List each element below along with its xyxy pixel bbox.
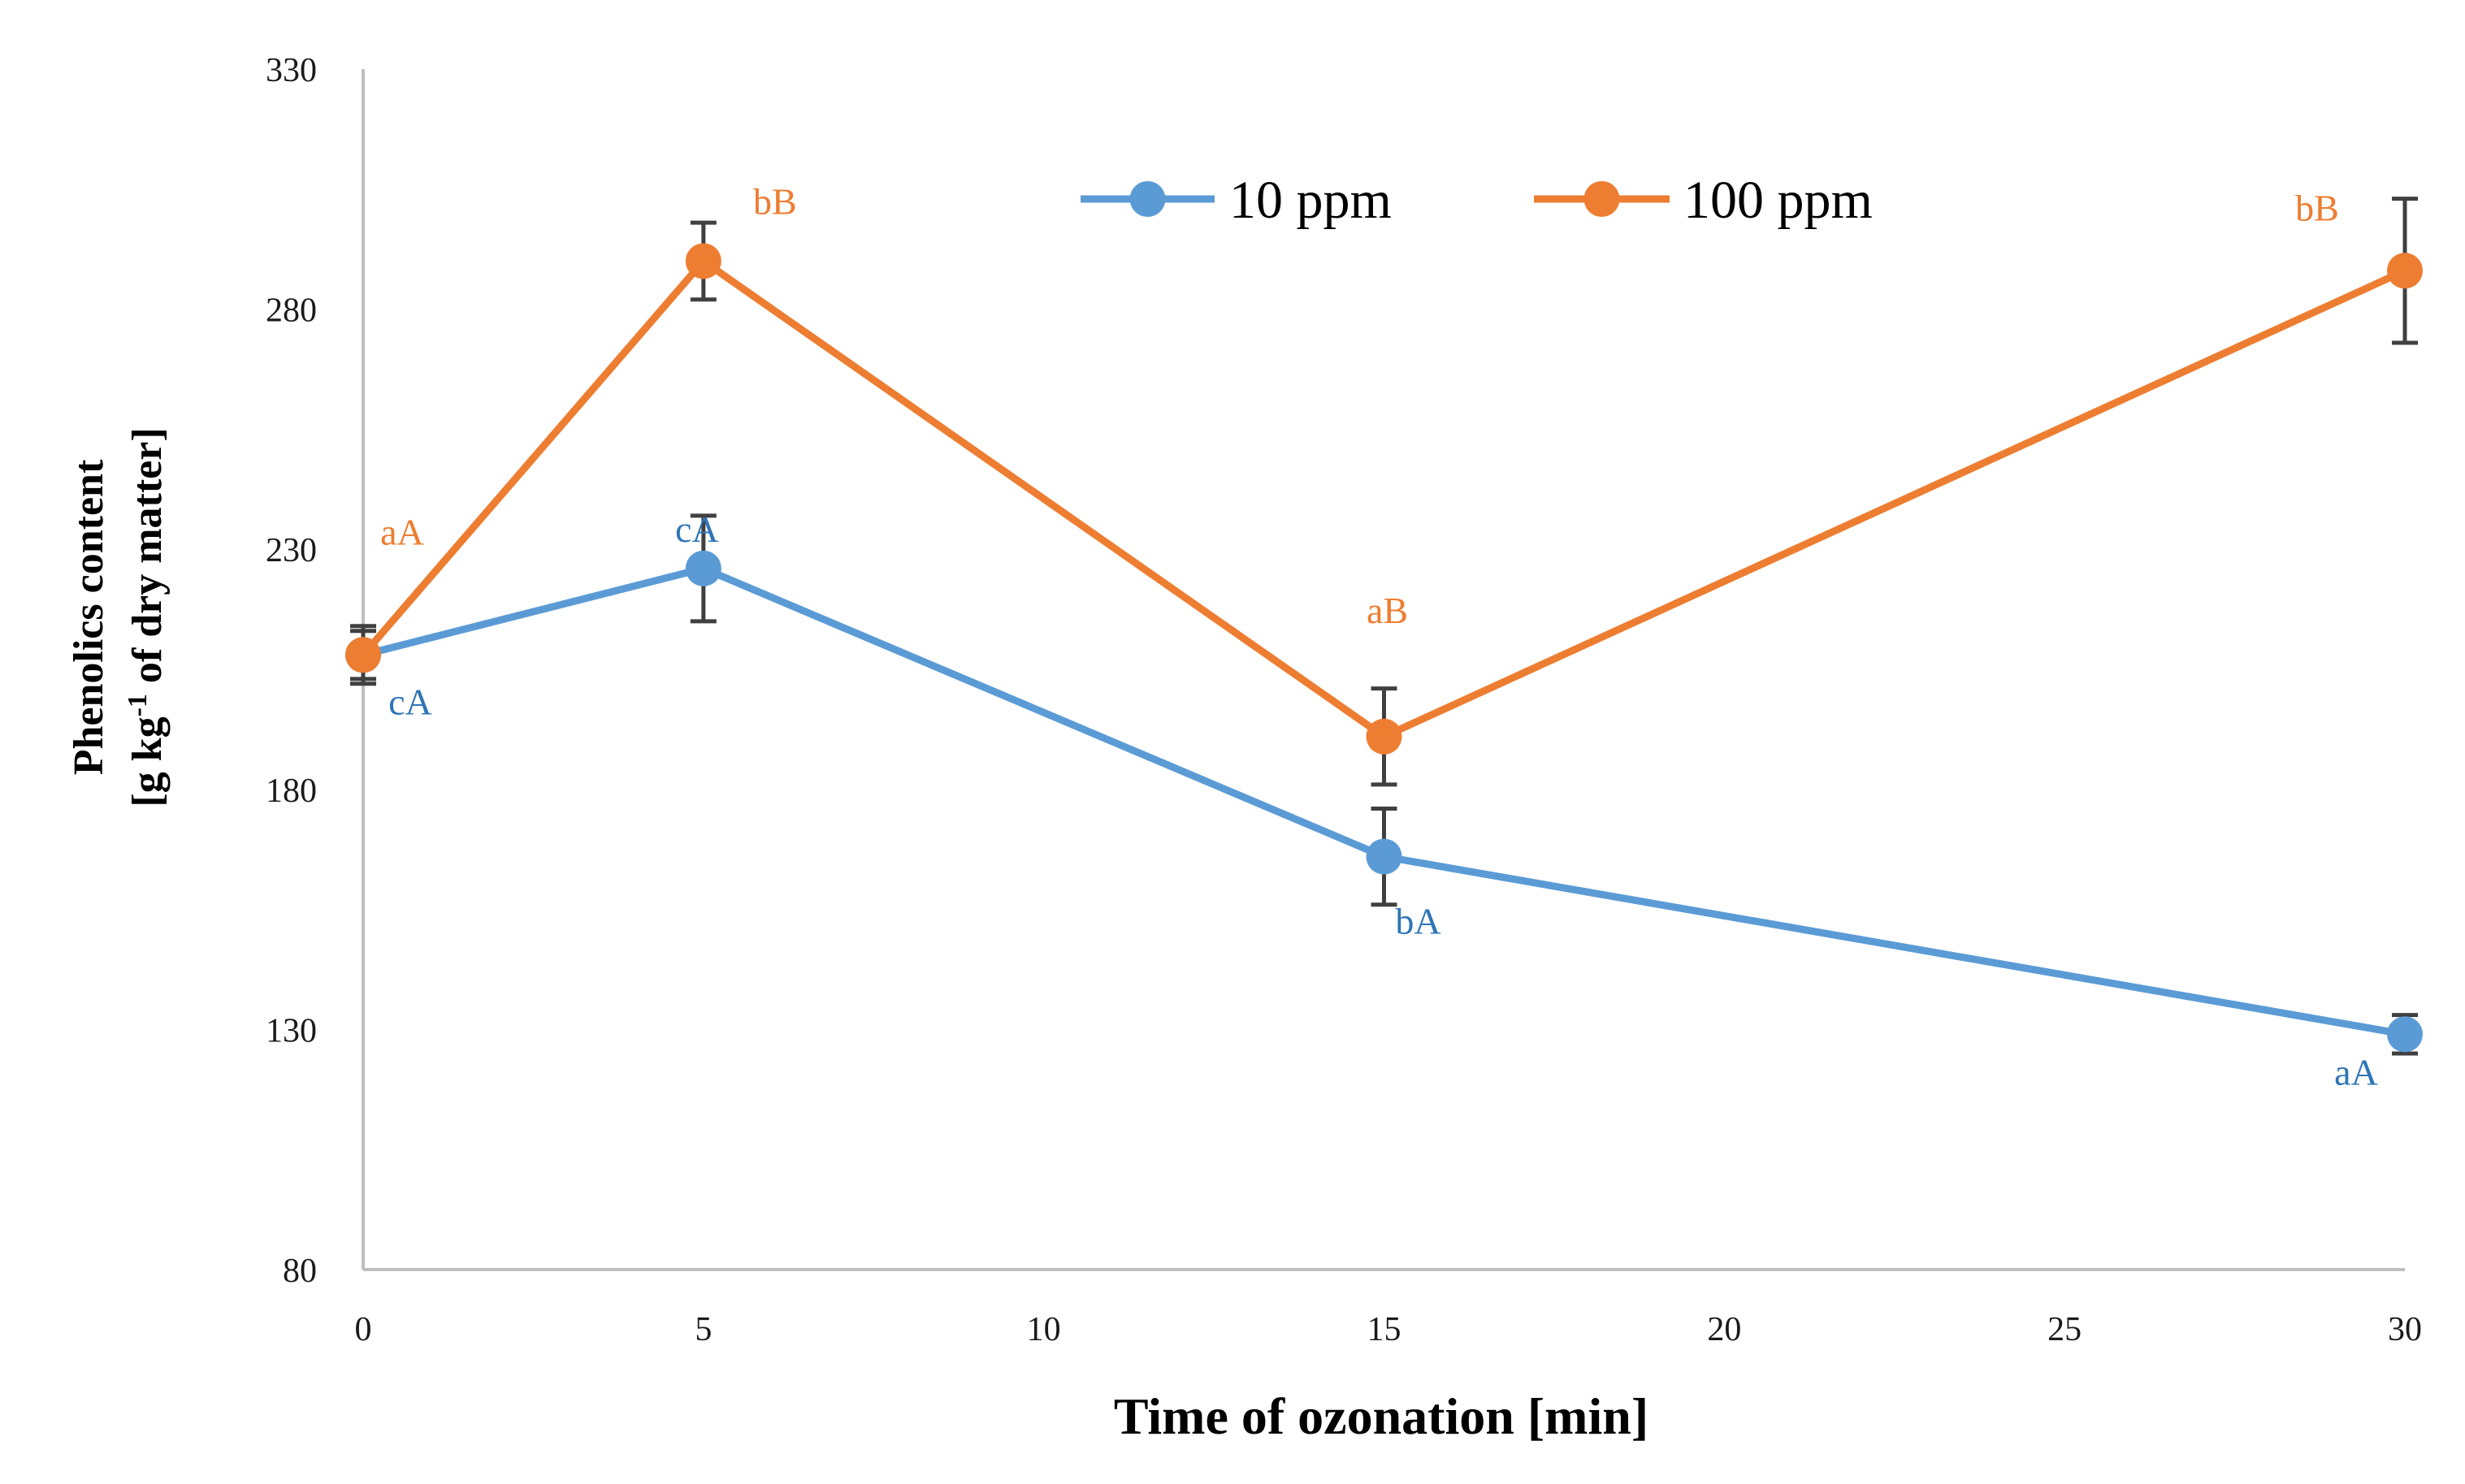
data-point: [1366, 838, 1402, 875]
point-annotation: cA: [388, 681, 432, 722]
legend-item: 100 ppm: [1534, 171, 1873, 230]
point-annotation: bA: [1395, 901, 1440, 942]
series: cA cA bA aA aA bB aB bB: [345, 180, 2423, 1092]
series-line: [362, 565, 2406, 1038]
y-tick-label: 180: [266, 772, 317, 810]
legend-label: 10 ppm: [1229, 171, 1392, 230]
point-annotation: aA: [2334, 1051, 2378, 1092]
x-tick-labels: 0 5 10 15 20 25 30: [355, 1311, 2423, 1348]
y-tick-label: 230: [266, 532, 317, 569]
axes: [362, 69, 2405, 1271]
x-tick-label: 15: [1367, 1311, 1401, 1348]
y-tick-label: 130: [266, 1012, 317, 1049]
legend: 10 ppm 100 ppm: [1081, 171, 1873, 230]
legend-swatch-marker: [1583, 181, 1620, 217]
data-point: [685, 550, 721, 586]
series-line: [360, 257, 2407, 741]
data-point: [1366, 718, 1402, 755]
y-axis-title-sup: -1: [123, 694, 153, 716]
y-tick-label: 80: [283, 1253, 317, 1290]
point-annotation: aA: [380, 511, 424, 552]
data-point: [345, 637, 381, 673]
x-tick-label: 5: [695, 1311, 712, 1348]
point-annotation: aB: [1367, 590, 1408, 631]
x-tick-label: 10: [1027, 1311, 1061, 1348]
legend-item: 10 ppm: [1081, 171, 1392, 230]
y-axis-title-line1: Phenolics content: [66, 459, 112, 775]
y-tick-labels: 80 130 180 230 280 330: [266, 52, 317, 1290]
legend-label: 100 ppm: [1683, 171, 1873, 230]
x-tick-label: 30: [2388, 1311, 2422, 1348]
point-annotation: bB: [2295, 187, 2339, 228]
x-tick-label: 0: [355, 1311, 372, 1348]
y-tick-label: 280: [266, 292, 317, 330]
data-point: [2387, 1016, 2423, 1053]
point-annotation: bB: [753, 180, 797, 222]
x-tick-label: 20: [1707, 1311, 1741, 1348]
y-axis-title-line2: [g kg-1 of dry matter]: [123, 427, 171, 807]
y-tick-label: 330: [266, 52, 317, 89]
point-annotation: cA: [675, 508, 719, 550]
data-point: [685, 243, 721, 279]
y-axis-title-post: of dry matter]: [124, 427, 171, 694]
data-point: [2387, 253, 2423, 289]
y-axis-title-pre: [g kg: [124, 716, 171, 807]
legend-swatch-marker: [1129, 181, 1166, 217]
x-tick-label: 25: [2047, 1311, 2082, 1348]
x-axis-title: Time of ozonation [min]: [1114, 1387, 1648, 1445]
y-axis-title: Phenolics content [g kg-1 of dry matter]: [66, 427, 171, 807]
